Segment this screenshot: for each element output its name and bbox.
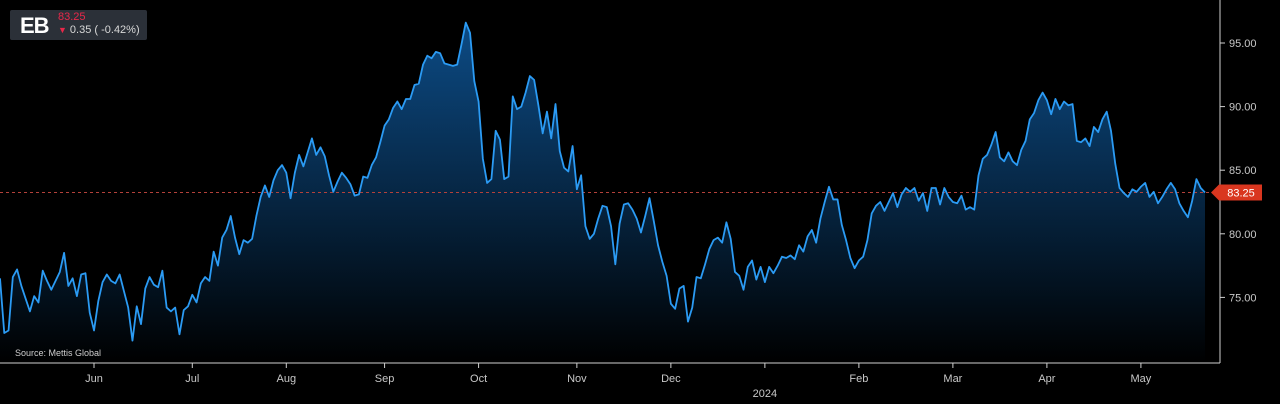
year-label: 2024 — [753, 388, 777, 400]
quote-badge: EB 83.25 ▼ 0.35 ( -0.42%) — [10, 10, 147, 40]
last-price-tag-label: 83.25 — [1227, 187, 1255, 199]
x-tick-label: Feb — [849, 373, 868, 385]
arrow-down-icon: ▼ — [58, 25, 67, 35]
y-tick-label: 75.00 — [1229, 292, 1257, 304]
last-price: 83.25 — [58, 11, 86, 23]
y-tick-label: 95.00 — [1229, 38, 1257, 50]
x-tick-label: Nov — [567, 373, 587, 385]
x-tick-label: Jun — [85, 373, 103, 385]
y-tick-label: 90.00 — [1229, 102, 1257, 114]
last-price-tag — [1211, 184, 1262, 201]
price-change-row: ▼ 0.35 ( -0.42%) — [58, 24, 140, 36]
ticker-symbol: EB — [20, 13, 50, 38]
x-tick-label: Jul — [185, 373, 199, 385]
price-change: 0.35 ( -0.42%) — [69, 24, 140, 36]
price-line — [0, 21, 1206, 342]
x-tick-label: Sep — [375, 373, 395, 385]
x-tick-label: Aug — [277, 373, 297, 385]
x-tick-label: Dec — [661, 373, 681, 385]
y-tick-label: 85.00 — [1229, 165, 1257, 177]
x-tick-label: Apr — [1038, 373, 1055, 385]
y-tick-label: 80.00 — [1229, 229, 1257, 241]
area-fill — [0, 22, 1205, 364]
x-tick-label: May — [1131, 373, 1152, 385]
x-tick-label: Mar — [943, 373, 962, 385]
source-note: Source: Mettis Global — [15, 348, 102, 358]
x-tick-label: Oct — [470, 373, 487, 385]
